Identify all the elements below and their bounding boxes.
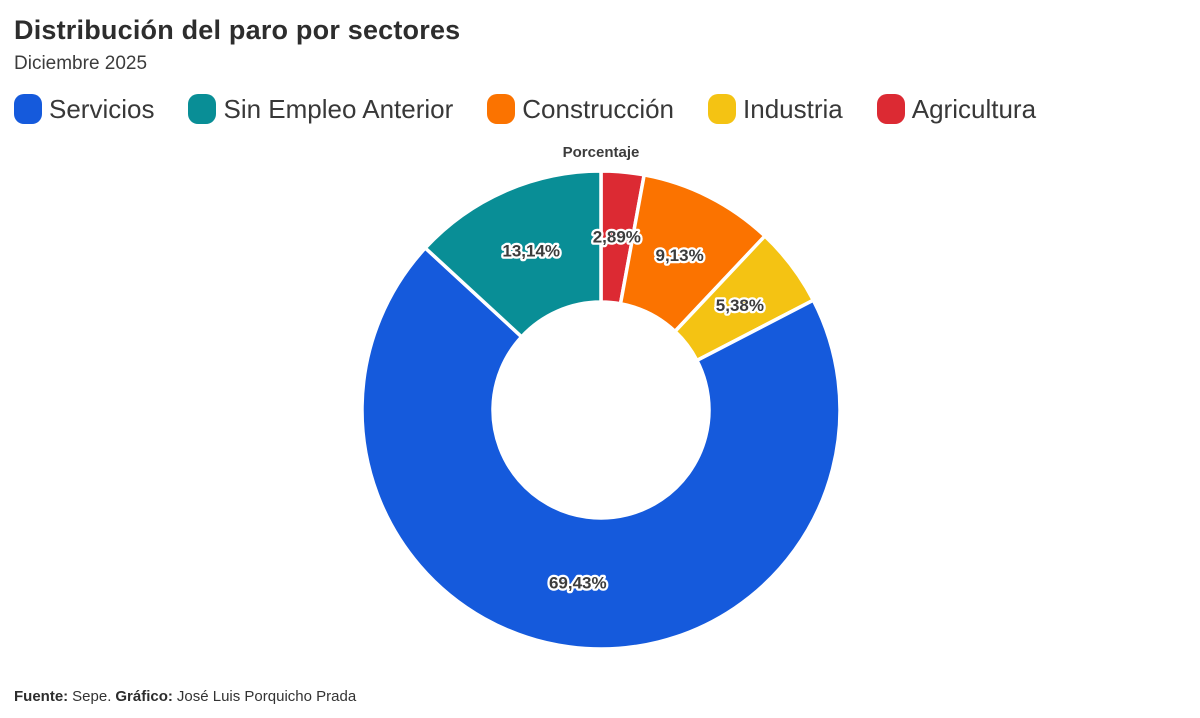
source-label: Fuente: [14, 688, 69, 705]
legend-swatch-sin-empleo-anterior [188, 93, 217, 124]
legend-label: Sin Empleo Anterior [223, 93, 454, 124]
pie-label-agricultura: 2,89% [593, 228, 641, 247]
credit-label: Gráfico: [115, 688, 173, 705]
legend-swatch-agricultura [876, 93, 905, 124]
legend-swatch-industria [708, 93, 737, 124]
pie-label-industria: 5,38% [716, 297, 764, 316]
legend-item-agricultura[interactable]: Agricultura [876, 93, 1037, 124]
chart-area: Porcentaje 2,89% 9,13% 5,38% 69,43% 13,14% [0, 129, 1186, 653]
legend-item-industria[interactable]: Industria [708, 93, 843, 124]
pie-slice-servicios[interactable] [360, 246, 842, 652]
chart-value-title: Porcentaje [563, 144, 640, 161]
legend-label: Construcción [522, 93, 675, 124]
legend-swatch-servicios [14, 93, 42, 124]
pie-label-construccion: 9,13% [655, 246, 703, 265]
chart-title: Distribución del paro por sectores [14, 15, 461, 45]
legend: Servicios Sin Empleo Anterior Construcción… [14, 92, 1186, 125]
legend-item-construccion[interactable]: Construcción [487, 93, 675, 124]
pie-label-sin-empleo-anterior: 13,14% [502, 242, 560, 261]
footer-credits: Fuente: Sepe. Gráfico: José Luis Porquicho … [14, 688, 360, 705]
source-text: Sepe. [72, 688, 112, 705]
legend-label: Servicios [49, 93, 155, 124]
pie-slice-sin-empleo-anterior[interactable] [423, 169, 603, 339]
legend-item-servicios[interactable]: Servicios [14, 93, 155, 124]
legend-label: Industria [743, 93, 843, 124]
pie-label-servicios: 69,43% [549, 574, 607, 593]
donut-chart: Porcentaje 2,89% 9,13% 5,38% 69,43% 13,14% [360, 144, 842, 652]
legend-swatch-construccion [487, 93, 516, 124]
legend-item-sin-empleo-anterior[interactable]: Sin Empleo Anterior [188, 93, 454, 124]
legend-label: Agricultura [911, 93, 1037, 124]
chart-subtitle: Diciembre 2025 [14, 53, 148, 75]
credit-text: José Luis Porquicho Prada [176, 688, 357, 705]
